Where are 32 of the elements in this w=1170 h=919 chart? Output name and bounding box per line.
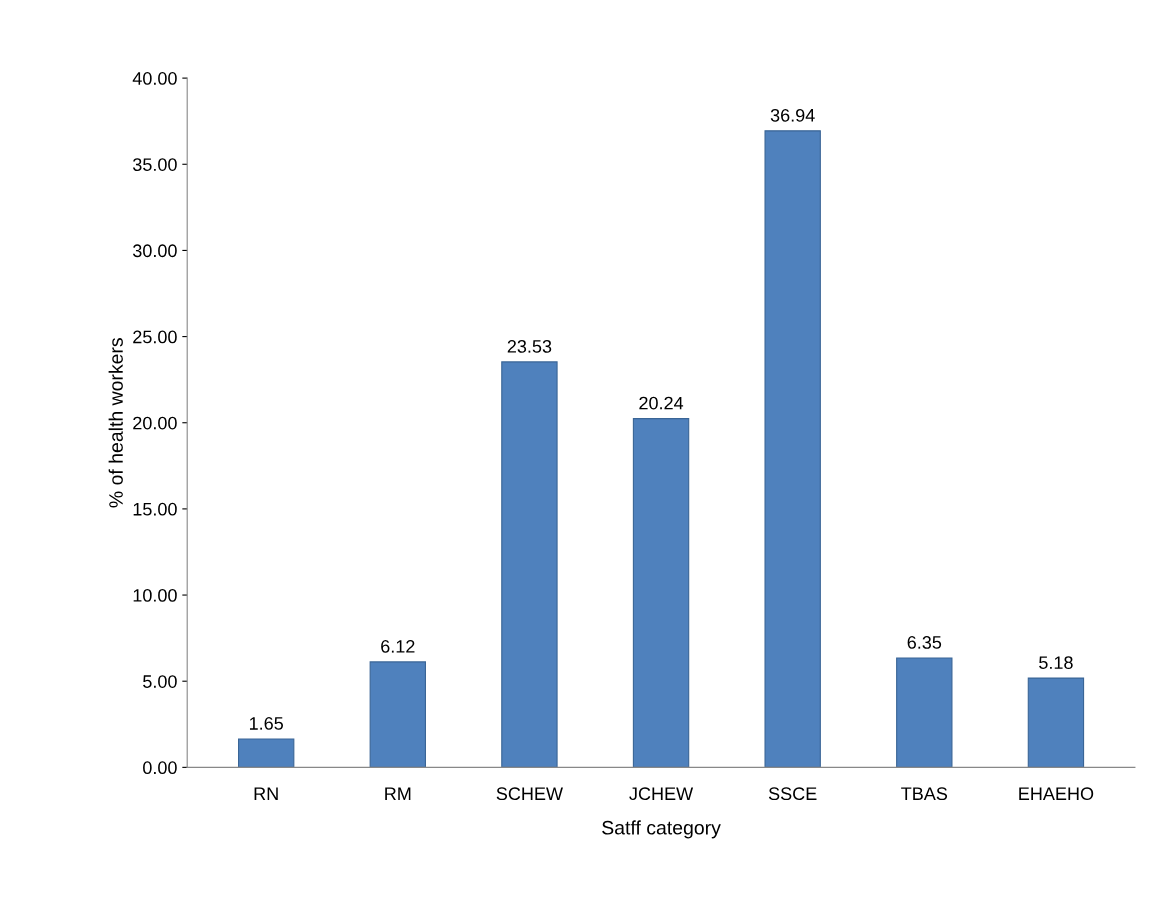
x-tick-label: JCHEW — [629, 787, 694, 801]
x-tick-label: SCHEW — [496, 787, 563, 801]
data-label: 1.65 — [249, 717, 283, 730]
data-label: 5.18 — [1039, 656, 1073, 669]
data-label: 6.35 — [907, 636, 942, 649]
x-tick-label: RN — [254, 787, 278, 800]
data-label: 23.53 — [507, 340, 552, 353]
y-tick-label: 0.00 — [143, 761, 177, 775]
bar — [501, 361, 558, 768]
y-tick-label: 35.00 — [132, 158, 177, 171]
bar — [632, 418, 690, 768]
x-tick-label: TBAS — [901, 787, 948, 801]
x-tick-label: EHAEHO — [1019, 787, 1094, 801]
y-tick-label: 40.00 — [132, 72, 177, 85]
bar — [237, 738, 295, 768]
bar — [369, 661, 426, 768]
x-tick-label: SSCE — [768, 787, 817, 801]
data-label: 36.94 — [770, 108, 815, 122]
y-axis-title: % of health workers — [108, 338, 123, 508]
y-tick-label: 10.00 — [133, 588, 177, 602]
bar — [764, 130, 821, 768]
data-label: 6.12 — [381, 640, 415, 653]
y-tick-label: 30.00 — [132, 244, 177, 258]
data-label: 20.24 — [639, 396, 684, 410]
x-tick-label: RM — [385, 787, 411, 800]
y-tick-label: 15.00 — [133, 502, 177, 516]
bar — [896, 657, 953, 768]
bar — [1027, 677, 1085, 768]
y-tick-label: 20.00 — [133, 416, 177, 430]
x-axis-title: Satff category — [602, 820, 721, 839]
y-tick-label: 5.00 — [143, 675, 177, 688]
y-tick-label: 25.00 — [133, 330, 177, 344]
